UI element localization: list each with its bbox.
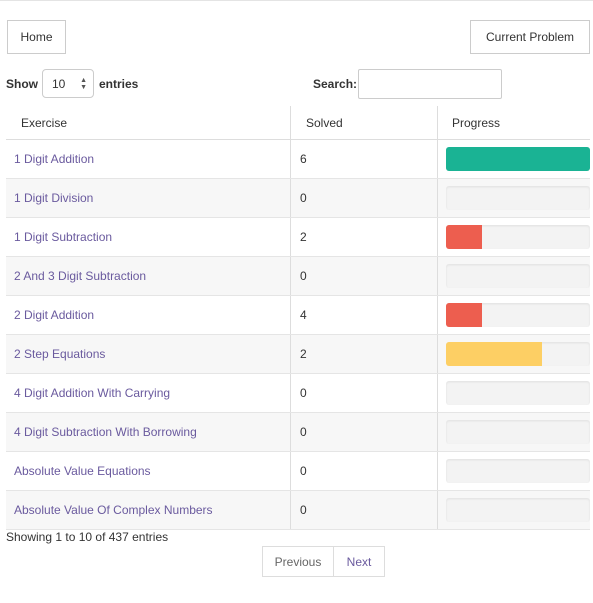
table-row: 1 Digit Division 0 bbox=[6, 178, 590, 218]
solved-count: 0 bbox=[290, 412, 438, 452]
progress-cell bbox=[437, 451, 590, 491]
next-page-button[interactable]: Next bbox=[346, 554, 372, 569]
exercise-cell: 4 Digit Addition With Carrying bbox=[6, 373, 291, 413]
table-row: 4 Digit Addition With Carrying 0 bbox=[6, 373, 590, 413]
progress-cell bbox=[437, 334, 590, 374]
pagination: Previous Next bbox=[262, 546, 385, 577]
progress-bar bbox=[446, 342, 590, 366]
exercise-link[interactable]: 1 Digit Addition bbox=[14, 152, 95, 166]
table-row: Absolute Value Of Complex Numbers 0 bbox=[6, 490, 590, 530]
column-header-exercise[interactable]: Exercise bbox=[6, 106, 291, 140]
progress-bar bbox=[446, 459, 590, 483]
solved-count: 0 bbox=[290, 256, 438, 296]
previous-page-button[interactable]: Previous bbox=[263, 547, 334, 576]
solved-count: 0 bbox=[290, 451, 438, 491]
exercise-cell: 1 Digit Subtraction bbox=[6, 217, 291, 257]
table-row: 1 Digit Addition 6 bbox=[6, 139, 590, 179]
top-divider bbox=[0, 0, 593, 1]
table-row: 2 Step Equations 2 bbox=[6, 334, 590, 374]
chevron-up-down-icon: ▲ ▼ bbox=[80, 76, 87, 91]
progress-bar bbox=[446, 186, 590, 210]
progress-cell bbox=[437, 139, 590, 179]
progress-bar bbox=[446, 147, 590, 171]
progress-cell bbox=[437, 178, 590, 218]
table-header-row: Exercise Solved Progress bbox=[6, 106, 590, 140]
entries-label: entries bbox=[99, 76, 139, 91]
column-header-solved[interactable]: Solved bbox=[290, 106, 438, 140]
solved-count: 0 bbox=[290, 178, 438, 218]
progress-bar-fill bbox=[446, 342, 543, 366]
progress-bar bbox=[446, 225, 590, 249]
search-label: Search: bbox=[313, 77, 358, 91]
search-input[interactable] bbox=[358, 69, 503, 99]
home-button[interactable]: Home bbox=[7, 20, 66, 54]
exercise-link[interactable]: 4 Digit Addition With Carrying bbox=[14, 386, 171, 400]
exercise-link[interactable]: Absolute Value Equations bbox=[14, 464, 151, 478]
progress-cell bbox=[437, 217, 590, 257]
progress-bar bbox=[446, 303, 590, 327]
progress-cell bbox=[437, 412, 590, 452]
exercise-link[interactable]: 2 Digit Addition bbox=[14, 308, 95, 322]
progress-bar-fill bbox=[446, 147, 590, 171]
progress-bar-fill bbox=[446, 303, 482, 327]
exercise-link[interactable]: 2 And 3 Digit Subtraction bbox=[14, 269, 147, 283]
exercise-link[interactable]: 1 Digit Division bbox=[14, 191, 94, 205]
exercise-cell: 2 Step Equations bbox=[6, 334, 291, 374]
progress-cell bbox=[437, 490, 590, 530]
progress-cell bbox=[437, 295, 590, 335]
exercise-cell: 2 Digit Addition bbox=[6, 295, 291, 335]
search-control: Search: bbox=[313, 69, 503, 99]
progress-bar-fill bbox=[446, 225, 482, 249]
entries-length-control: Show 10 ▲ ▼ entries bbox=[6, 69, 138, 98]
table-info: Showing 1 to 10 of 437 entries bbox=[6, 530, 169, 544]
column-header-progress[interactable]: Progress bbox=[437, 106, 590, 140]
current-problem-button[interactable]: Current Problem bbox=[470, 20, 590, 54]
exercise-cell: 4 Digit Subtraction With Borrowing bbox=[6, 412, 291, 452]
progress-cell bbox=[437, 373, 590, 413]
table-row: 4 Digit Subtraction With Borrowing 0 bbox=[6, 412, 590, 452]
exercise-link[interactable]: 2 Step Equations bbox=[14, 347, 106, 361]
exercise-table: Exercise Solved Progress 1 Digit Additio… bbox=[6, 106, 590, 530]
progress-bar bbox=[446, 420, 590, 444]
exercise-link[interactable]: 1 Digit Subtraction bbox=[14, 230, 113, 244]
table-row: 2 And 3 Digit Subtraction 0 bbox=[6, 256, 590, 296]
progress-bar bbox=[446, 264, 590, 288]
progress-bar bbox=[446, 381, 590, 405]
table-row: 1 Digit Subtraction 2 bbox=[6, 217, 590, 257]
solved-count: 0 bbox=[290, 373, 438, 413]
entries-select[interactable]: 10 ▲ ▼ bbox=[42, 69, 94, 98]
table-row: Absolute Value Equations 0 bbox=[6, 451, 590, 491]
exercise-link[interactable]: Absolute Value Of Complex Numbers bbox=[14, 503, 213, 517]
show-label: Show bbox=[6, 76, 38, 91]
exercise-link[interactable]: 4 Digit Subtraction With Borrowing bbox=[14, 425, 197, 439]
solved-count: 0 bbox=[290, 490, 438, 530]
exercise-cell: 2 And 3 Digit Subtraction bbox=[6, 256, 291, 296]
solved-count: 6 bbox=[290, 139, 438, 179]
exercise-cell: 1 Digit Division bbox=[6, 178, 291, 218]
exercise-cell: Absolute Value Equations bbox=[6, 451, 291, 491]
solved-count: 2 bbox=[290, 334, 438, 374]
exercise-cell: 1 Digit Addition bbox=[6, 139, 291, 179]
progress-cell bbox=[437, 256, 590, 296]
table-row: 2 Digit Addition 4 bbox=[6, 295, 590, 335]
solved-count: 4 bbox=[290, 295, 438, 335]
exercise-cell: Absolute Value Of Complex Numbers bbox=[6, 490, 291, 530]
progress-bar bbox=[446, 498, 590, 522]
solved-count: 2 bbox=[290, 217, 438, 257]
entries-select-value: 10 bbox=[52, 76, 66, 91]
